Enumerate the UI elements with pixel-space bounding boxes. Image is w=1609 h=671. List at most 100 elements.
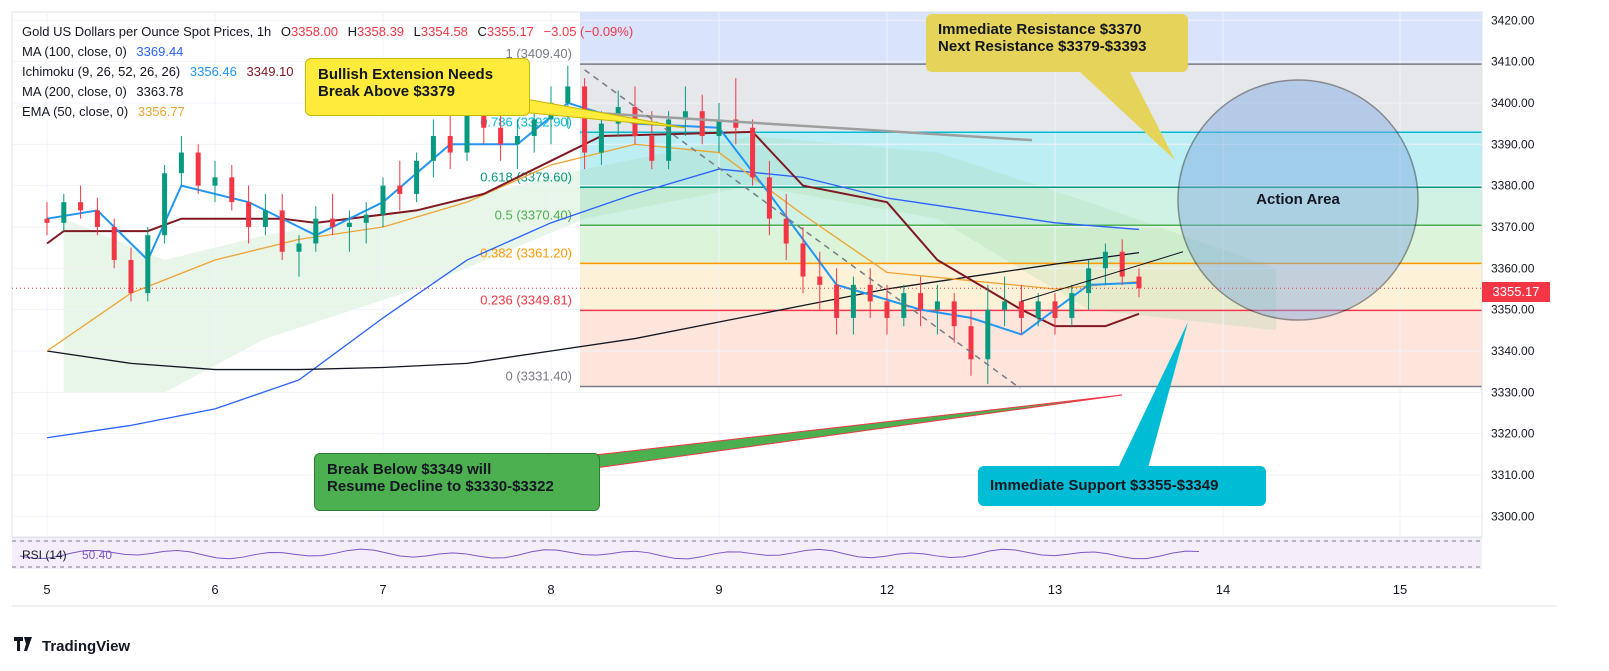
action-area-circle[interactable] <box>1177 79 1419 321</box>
candle <box>1069 293 1075 318</box>
fib-zone <box>580 225 1482 264</box>
price-tick: 3340.00 <box>1491 344 1535 358</box>
time-tick: 15 <box>1393 582 1407 597</box>
candle <box>279 210 285 252</box>
candle <box>1035 301 1041 318</box>
time-tick: 12 <box>880 582 894 597</box>
candle <box>985 309 991 360</box>
ohlc-high: H3358.39 <box>347 24 405 39</box>
price-tick: 3320.00 <box>1491 427 1535 441</box>
ichimoku-cloud <box>63 136 1277 393</box>
tradingview-brand: TradingView <box>42 637 131 655</box>
ohlc-open: O3358.00 <box>280 24 339 39</box>
candle <box>649 136 655 161</box>
chart-legend: Gold US Dollars per Ounce Spot Prices, 1… <box>22 22 633 122</box>
price-tick: 3310.00 <box>1491 468 1535 482</box>
candle <box>783 218 789 244</box>
symbol-title[interactable]: Gold US Dollars per Ounce Spot Prices, 1… <box>22 24 272 39</box>
candle <box>951 301 957 327</box>
candle <box>464 111 470 153</box>
price-tick: 3410.00 <box>1491 55 1535 69</box>
candle <box>162 173 168 236</box>
candle <box>817 276 823 285</box>
candle <box>145 235 151 294</box>
tradingview-logo-icon <box>14 637 36 655</box>
candle <box>430 136 436 161</box>
candle <box>262 210 268 227</box>
price-tick: 3350.00 <box>1491 303 1535 317</box>
bearish-callout: Break Below $3349 will Resume Decline to… <box>314 453 600 511</box>
bullish-callout: Bullish Extension Needs Break Above $337… <box>305 58 530 116</box>
fib-label: 0 (3331.40) <box>506 369 573 384</box>
candle <box>666 119 672 161</box>
candle <box>1002 301 1008 310</box>
candle <box>733 119 739 128</box>
price-tick: 3390.00 <box>1491 137 1535 151</box>
fib-zone <box>580 310 1482 387</box>
candle <box>766 177 772 219</box>
candle <box>582 86 588 153</box>
candle <box>229 177 235 203</box>
ohlc-low: L3354.58 <box>413 24 468 39</box>
candle <box>178 152 184 174</box>
candle <box>699 111 705 137</box>
ema50-line <box>46 143 1140 352</box>
time-tick: 5 <box>43 582 50 597</box>
candle <box>498 127 504 145</box>
rsi-value: 50.40 <box>82 548 112 562</box>
legend-ichimoku[interactable]: Ichimoku (9, 26, 52, 26, 26) 3356.46 334… <box>22 64 294 79</box>
candle <box>78 202 84 211</box>
support-callout: Immediate Support $3355-$3349 <box>978 466 1266 506</box>
rsi-line <box>19 548 1200 560</box>
time-tick: 7 <box>379 582 386 597</box>
candle <box>716 119 722 137</box>
legend-ema50[interactable]: EMA (50, close, 0) 3356.77 <box>22 104 185 119</box>
candle <box>598 123 604 153</box>
price-tick: 3360.00 <box>1491 261 1535 275</box>
tradingview-logo[interactable]: TradingView <box>14 637 130 655</box>
fib-label: 1 (3409.40) <box>506 46 573 61</box>
candle <box>565 86 571 103</box>
candle <box>1052 301 1058 318</box>
kijun-line <box>46 130 1140 328</box>
ma100-line <box>46 168 1140 439</box>
rsi-pane <box>12 539 1482 569</box>
candle <box>363 214 369 223</box>
legend-ma200[interactable]: MA (200, close, 0) 3363.78 <box>22 84 184 99</box>
time-tick: 14 <box>1216 582 1230 597</box>
candle <box>834 284 840 318</box>
legend-title-row: Gold US Dollars per Ounce Spot Prices, 1… <box>22 22 633 42</box>
price-tick: 3400.00 <box>1491 96 1535 110</box>
candle <box>867 284 873 302</box>
candle <box>246 202 252 227</box>
candle <box>346 222 352 227</box>
candle <box>313 218 319 244</box>
fib-label: 0.236 (3349.81) <box>480 292 572 307</box>
candle <box>850 284 856 318</box>
candle <box>1102 251 1108 269</box>
candle <box>800 243 806 277</box>
candle <box>682 111 688 120</box>
candle <box>212 177 218 186</box>
candle <box>44 218 50 223</box>
ma200-line <box>46 251 1140 371</box>
time-tick: 13 <box>1048 582 1062 597</box>
fib-label: 0.618 (3379.60) <box>480 169 572 184</box>
candle <box>94 210 100 227</box>
candle <box>934 301 940 310</box>
candle <box>531 119 537 137</box>
candle <box>296 243 302 252</box>
candle <box>380 185 386 215</box>
resistance-pointer <box>1080 72 1175 160</box>
legend-ma100[interactable]: MA (100, close, 0) 3369.44 <box>22 44 184 59</box>
candle <box>1018 301 1024 318</box>
candle <box>1136 276 1142 289</box>
candle <box>884 301 890 318</box>
ohlc-close: C3355.17 <box>477 24 534 39</box>
candle <box>1119 251 1125 277</box>
price-change: −3.05 (−0.09%) <box>543 24 634 39</box>
support-trendline <box>1021 251 1184 302</box>
candle <box>397 185 403 194</box>
